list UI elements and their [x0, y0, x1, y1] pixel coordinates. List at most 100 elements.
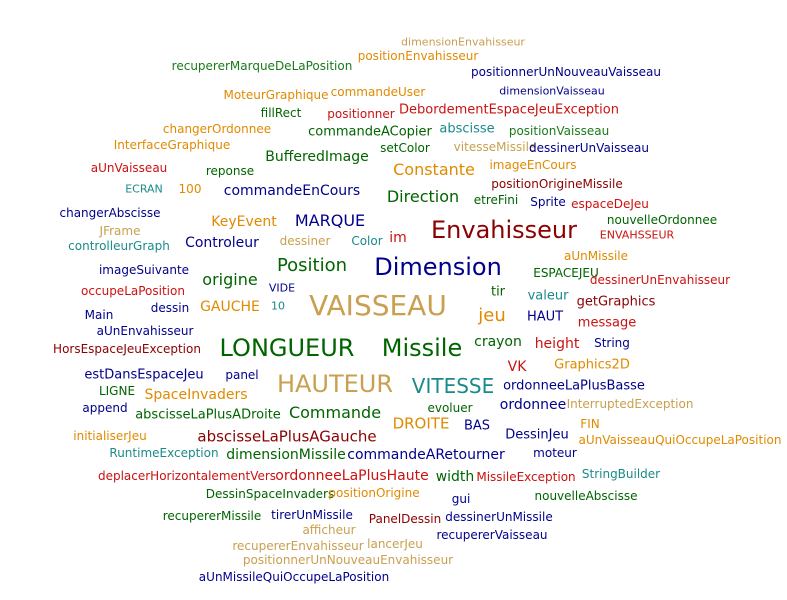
word-aunmissile: aUnMissile [564, 249, 628, 263]
word-positionoriginemissile: positionOrigineMissile [491, 177, 623, 191]
word-append: append [82, 401, 128, 415]
word-nouvelleordonnee: nouvelleOrdonnee [606, 213, 718, 227]
word-abscisselaplusagauche: abscisseLaPlusAGauche [197, 427, 377, 446]
word-dimensionvaisseau: dimensionVaisseau [499, 84, 605, 98]
word-tir: tir [490, 284, 506, 300]
word-positionorigine: positionOrigine [328, 486, 420, 500]
word-occupelaposition: occupeLaPosition [81, 284, 185, 298]
word-dessinspaceinvaders: DessinSpaceInvaders [205, 487, 335, 501]
word-estdansespacejeu: estDansEspaceJeu [84, 367, 204, 383]
word-interruptedexception: InterruptedException [566, 397, 694, 411]
word-dessinerunmissile: dessinerUnMissile [445, 510, 553, 524]
word-missileexception: MissileException [476, 470, 576, 484]
word-height: height [534, 336, 580, 352]
word-controlleurgraph: controlleurGraph [68, 239, 170, 253]
word-vk: VK [507, 359, 527, 375]
word-vitessemissile: vitesseMissile [453, 140, 537, 154]
word-hauteur: HAUTEUR [276, 370, 394, 398]
word-abscisselaplusadroite: abscisseLaPlusADroite [135, 407, 281, 423]
word-afficheur: afficheur [302, 523, 356, 537]
word-bufferedimage: BufferedImage [265, 149, 369, 165]
word-aunmissilequioccupelaposition: aUnMissileQuiOccupeLaPosition [198, 570, 390, 584]
word-envahsseur: ENVAHSSEUR [599, 228, 675, 242]
word-tirerunmissile: tirerUnMissile [271, 508, 353, 522]
word-im: im [389, 230, 407, 246]
word-dessiner: dessiner [279, 234, 331, 248]
word-moteur: moteur [533, 446, 577, 460]
word-fillrect: fillRect [260, 106, 302, 120]
word-evoluer: evoluer [427, 401, 473, 415]
word-deplacerhorizontalementvers: deplacerHorizontalementVers [97, 469, 277, 483]
word-crayon: crayon [474, 334, 522, 350]
word-initialiserjeu: initialiserJeu [73, 429, 147, 443]
word-jeu: jeu [478, 305, 506, 326]
word-lancerjeu: lancerJeu [367, 537, 423, 551]
word-position: Position [276, 255, 348, 276]
word-espacedejeu: espaceDeJeu [571, 197, 649, 211]
word-nouvelleabscisse: nouvelleAbscisse [534, 489, 638, 503]
word-recupererenvahisseur: recupererEnvahisseur [232, 539, 364, 553]
word-string: String [594, 336, 630, 350]
word-abscisse: abscisse [439, 121, 495, 137]
word-panel: panel [225, 368, 259, 382]
word-aunvaisseauquioccupelaposition: aUnVaisseauQuiOccupeLaPosition [578, 433, 782, 447]
word-dimension: Dimension [374, 253, 502, 281]
word-runtimeexception: RuntimeException [109, 446, 219, 460]
word-dessinerunvaisseau: dessinerUnVaisseau [529, 141, 649, 155]
word-width: width [435, 469, 475, 485]
word-spaceinvaders: SpaceInvaders [144, 387, 248, 403]
word-marque: MARQUE [294, 211, 366, 230]
word-positionvaisseau: positionVaisseau [508, 124, 610, 138]
word-positionenvahisseur: positionEnvahisseur [357, 49, 479, 63]
word-getgraphics: getGraphics [576, 294, 656, 310]
word-jframe: JFrame [99, 224, 141, 238]
word-aunenvahisseur: aUnEnvahisseur [96, 324, 194, 338]
word-etrefini: etreFini [473, 193, 519, 207]
word-10: 10 [271, 299, 285, 313]
word-imagesuivante: imageSuivante [98, 263, 190, 277]
word-positionnerunnouveauvaisseau: positionnerUnNouveauVaisseau [470, 65, 662, 79]
word-recuperermissile: recupererMissile [162, 509, 262, 523]
word-origine: origine [202, 270, 258, 289]
word-droite: DROITE [392, 414, 450, 433]
word-aunvaisseau: aUnVaisseau [90, 161, 168, 175]
word-ordonnee: ordonnee [499, 397, 567, 413]
word-valeur: valeur [527, 288, 569, 304]
word-changerabscisse: changerAbscisse [59, 206, 161, 220]
word-graphics2d: Graphics2D [554, 357, 630, 373]
word-main: Main [84, 308, 114, 322]
word-envahisseur: Envahisseur [430, 216, 578, 244]
word-100: 100 [178, 182, 202, 196]
word-moteurgraphique: MoteurGraphique [223, 88, 329, 102]
word-color: Color [351, 234, 383, 248]
word-keyevent: KeyEvent [211, 214, 277, 230]
word-dimensionenvahisseur: dimensionEnvahisseur [401, 35, 525, 49]
word-constante: Constante [393, 160, 475, 179]
word-positionnerunnouveauenvahisseur: positionnerUnNouveauEnvahisseur [242, 553, 454, 567]
word-setcolor: setColor [380, 141, 430, 155]
word-espacejeu: ESPACEJEU [533, 266, 599, 280]
word-ordonneelaplusbasse: ordonneeLaPlusBasse [503, 378, 645, 394]
word-horsespacejeuexception: HorsEspaceJeuException [53, 342, 201, 356]
word-vide: VIDE [268, 281, 296, 295]
word-interfacegraphique: InterfaceGraphique [113, 138, 231, 152]
word-vaisseau: VAISSEAU [309, 289, 447, 322]
word-gauche: GAUCHE [200, 299, 260, 315]
word-reponse: reponse [205, 164, 255, 178]
word-dessinjeu: DessinJeu [505, 427, 569, 443]
word-dessinerunenvahisseur: dessinerUnEnvahisseur [589, 273, 731, 287]
word-commande: Commande [288, 403, 382, 422]
word-vitesse: VITESSE [411, 374, 495, 398]
word-imageencours: imageEnCours [489, 158, 577, 172]
word-commandeacopier: commandeACopier [308, 124, 432, 140]
word-gui: gui [451, 492, 471, 506]
word-paneldessin: PanelDessin [368, 512, 442, 526]
word-changerordonnee: changerOrdonnee [162, 122, 272, 136]
word-commandearetourner: commandeARetourner [347, 447, 505, 463]
word-stringbuilder: StringBuilder [581, 467, 661, 481]
word-bas: BAS [463, 418, 491, 434]
word-recuperervaisseau: recupererVaisseau [436, 528, 548, 542]
word-positionner: positionner [327, 107, 395, 121]
word-commandeencours: commandeEnCours [223, 183, 361, 199]
